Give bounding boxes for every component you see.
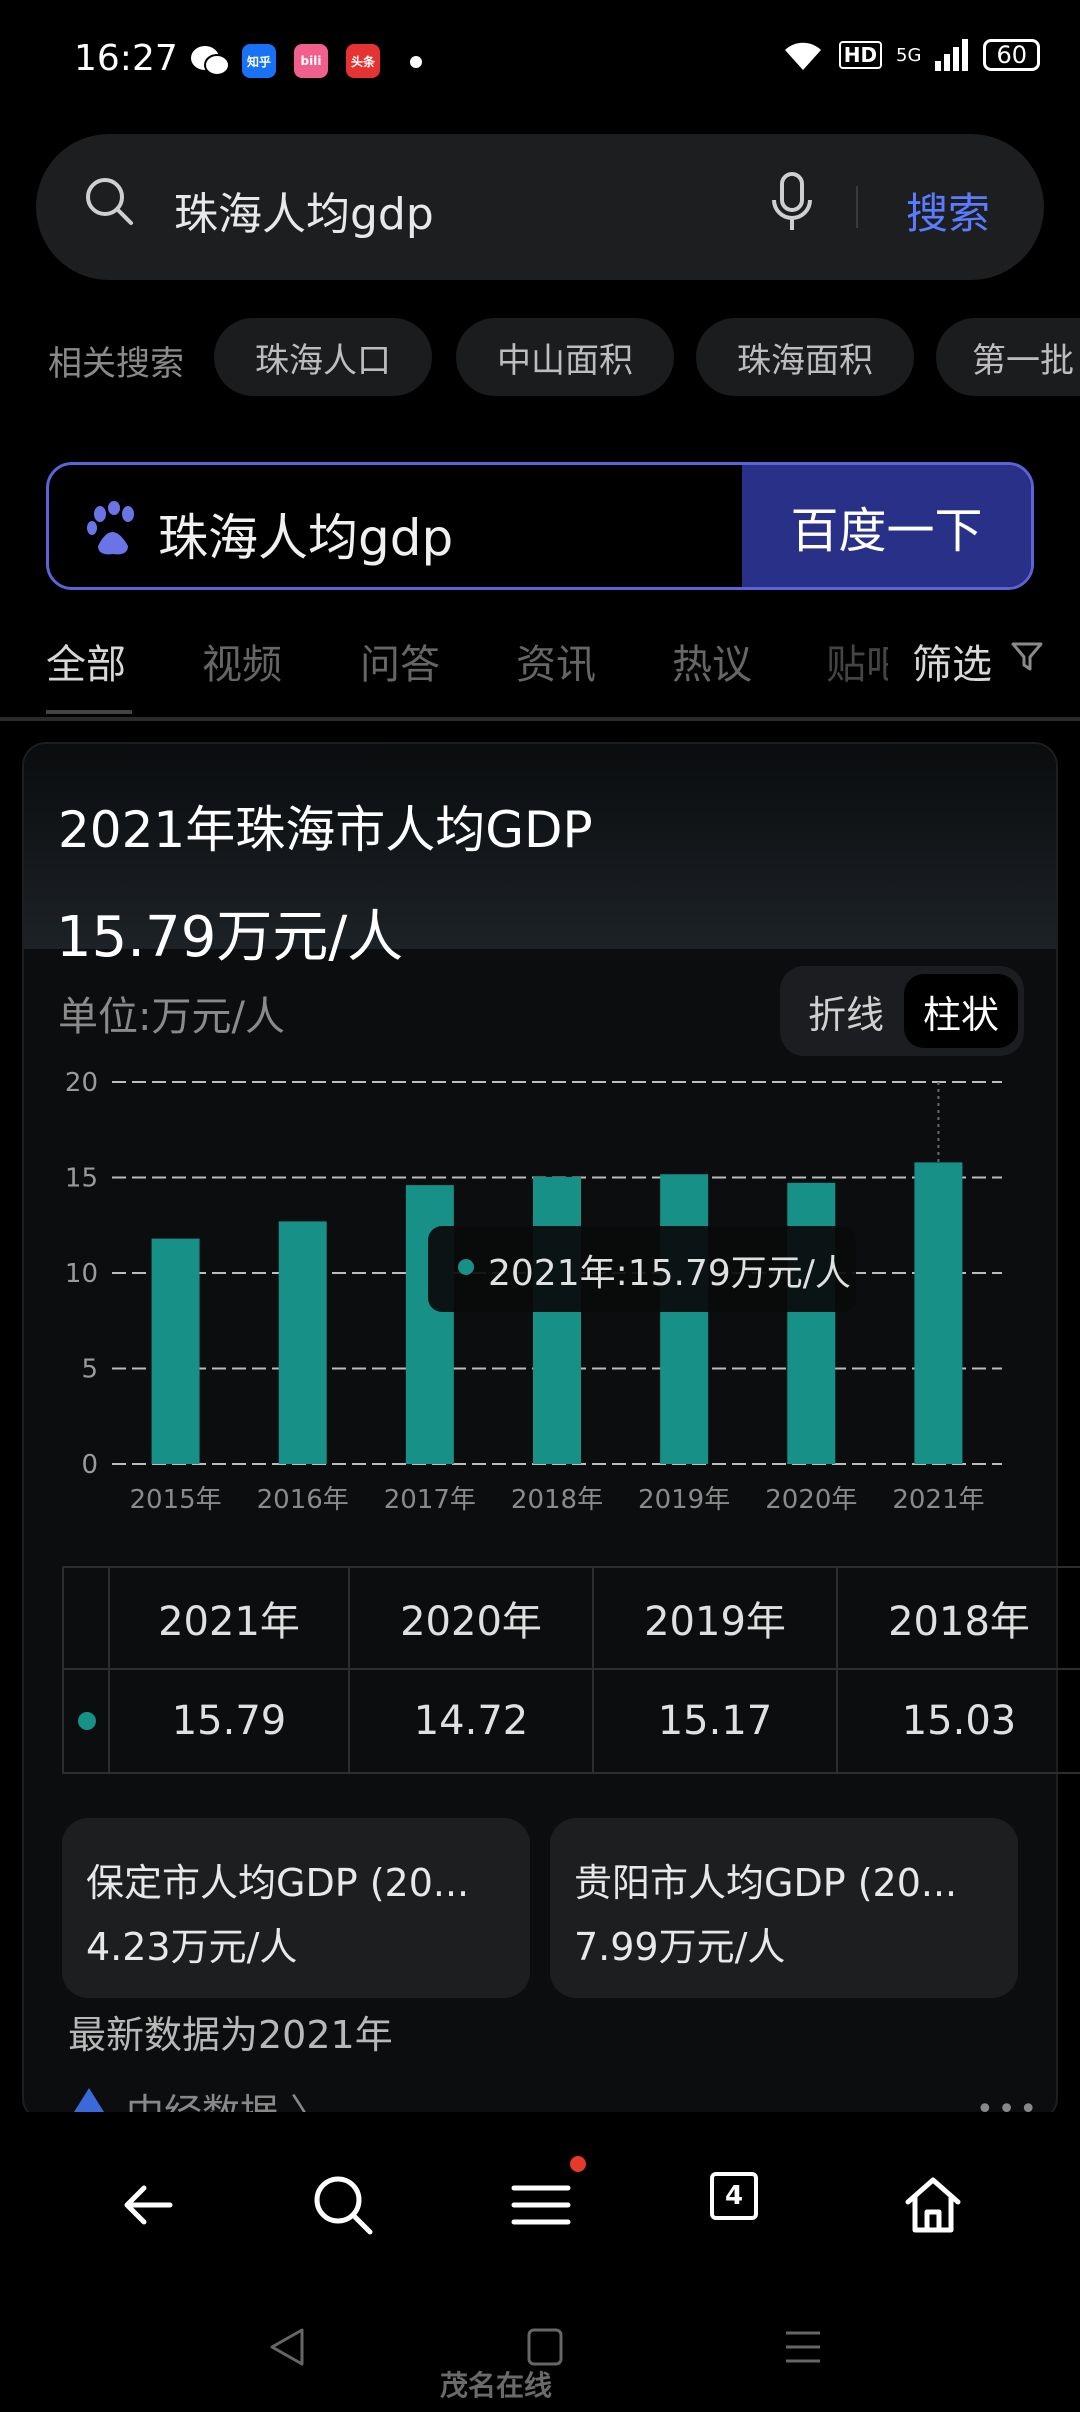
tooltip-dot [458, 1259, 474, 1275]
related-card[interactable] [62, 1818, 530, 1998]
filter-icon[interactable] [1010, 640, 1044, 674]
series-dot [78, 1712, 96, 1730]
status-right: HD 5G 60 [781, 38, 1040, 72]
chart-bar [151, 1238, 200, 1464]
status-time: 16:27 [74, 38, 178, 79]
toutiao-icon: 头条 [346, 44, 380, 78]
table-divider [108, 1566, 110, 1774]
back-arrow-icon[interactable] [114, 2170, 184, 2240]
network-label: 5G [896, 44, 922, 66]
tab-hot[interactable]: 热议 [672, 642, 752, 688]
related-chip[interactable]: 珠海面积 [696, 318, 914, 396]
bilibili-icon: bili [294, 44, 328, 78]
table-divider [62, 1668, 1080, 1670]
baidu-paw-icon [87, 501, 134, 555]
x-tick-label: 2015年 [129, 1485, 221, 1515]
wechat-icon [190, 44, 230, 78]
tab-underline [46, 710, 132, 714]
table-cell: 15.17 [657, 1698, 773, 1744]
chart-bar [660, 1174, 709, 1464]
bar-chart: 0 5 10 15 20 2015年 2016年 2017年 2018年 2019年 2020年 20… [65, 1068, 1002, 1515]
system-back-icon[interactable] [262, 2324, 312, 2370]
y-tick-label: 0 [81, 1450, 98, 1480]
related-chip[interactable]: 中山面积 [456, 318, 674, 396]
related-card-value: 7.99万元/人 [574, 1925, 786, 1969]
notification-dot [410, 56, 422, 68]
table-header: 2019年 [644, 1599, 786, 1645]
related-card-value: 4.23万元/人 [86, 1925, 298, 1969]
y-tick-label: 5 [81, 1355, 98, 1385]
system-home-icon[interactable] [520, 2324, 570, 2370]
related-card[interactable] [550, 1818, 1018, 1998]
x-tick-label: 2019年 [638, 1485, 730, 1515]
search-icon[interactable] [308, 2170, 378, 2240]
filter-button[interactable]: 筛选 [912, 642, 992, 688]
microphone-icon[interactable] [768, 172, 816, 232]
toggle-line-button[interactable]: 折线 [808, 993, 885, 1037]
related-search-label: 相关搜索 [48, 344, 184, 384]
x-tick-label: 2017年 [384, 1485, 476, 1515]
source-logo-icon [74, 2088, 104, 2112]
chart-tooltip [428, 1226, 856, 1312]
tab-tieba[interactable]: 贴吧 [826, 642, 888, 684]
search-icon [86, 178, 133, 225]
baidu-search-input[interactable]: 珠海人均gdp [158, 509, 454, 567]
signal-icon [935, 39, 969, 71]
menu-icon[interactable] [506, 2170, 576, 2240]
y-tick-label: 20 [65, 1068, 98, 1098]
card-title: 2021年珠海市人均GDP [58, 801, 593, 859]
related-card-title[interactable]: 贵阳市人均GDP (20... [574, 1861, 958, 1905]
table-divider [836, 1566, 838, 1774]
x-tick-label: 2020年 [765, 1485, 857, 1515]
search-bar[interactable] [36, 134, 1044, 280]
table-cell: 15.79 [171, 1698, 287, 1744]
chart-bar [914, 1162, 963, 1464]
tab-all[interactable]: 全部 [46, 642, 126, 688]
table-cell: 14.72 [413, 1698, 529, 1744]
search-divider [856, 186, 858, 228]
unit-label: 单位:万元/人 [58, 994, 285, 1040]
zhihu-icon: 知乎 [242, 44, 276, 78]
wifi-icon [784, 42, 821, 70]
latest-data-note: 最新数据为2021年 [68, 2013, 393, 2057]
card-header [24, 744, 1056, 949]
table-header: 2020年 [400, 1599, 542, 1645]
related-chip[interactable]: 珠海人口 [214, 318, 432, 396]
x-tick-label: 2016年 [257, 1485, 349, 1515]
card-value: 15.79万元/人 [56, 905, 404, 970]
tab-video[interactable]: 视频 [202, 642, 282, 688]
related-chip[interactable]: 第一批 [936, 318, 1080, 396]
table-divider [592, 1566, 594, 1774]
tooltip-text: 2021年:15.79万元/人 [488, 1253, 851, 1294]
table-header: 2021年 [158, 1599, 300, 1645]
y-tick-label: 10 [65, 1259, 98, 1289]
tab-news[interactable]: 资讯 [516, 642, 596, 688]
chart-bar [533, 1176, 581, 1464]
tab-tieba-clip[interactable]: 贴吧 [826, 632, 888, 684]
search-input[interactable]: 珠海人均gdp [174, 189, 434, 240]
battery-indicator: 60 [983, 39, 1040, 71]
notification-dot [570, 2156, 586, 2172]
baidu-search-button[interactable]: 百度一下 [742, 465, 1031, 587]
hd-badge: HD [838, 41, 883, 69]
data-table [62, 1566, 1080, 1774]
table-cell: 15.03 [901, 1698, 1017, 1744]
chart-bar [278, 1221, 327, 1464]
related-card-title[interactable]: 保定市人均GDP (20... [86, 1861, 470, 1905]
search-button[interactable]: 搜索 [906, 189, 991, 238]
x-tick-label: 2018年 [511, 1485, 603, 1515]
tab-qa[interactable]: 问答 [360, 642, 440, 688]
y-tick-label: 15 [65, 1164, 98, 1194]
home-icon[interactable] [898, 2170, 968, 2240]
tab-divider [0, 717, 1080, 721]
bottom-nav [0, 2112, 1080, 2412]
tab-count-button[interactable]: 4 [710, 2172, 758, 2220]
toggle-bar-button[interactable]: 柱状 [904, 974, 1018, 1048]
system-recents-icon[interactable] [778, 2324, 828, 2370]
table-divider [348, 1566, 350, 1774]
x-tick-label: 2021年 [892, 1485, 984, 1515]
watermark: 茂名在线 [440, 2369, 553, 2402]
table-header: 2018年 [888, 1599, 1030, 1645]
